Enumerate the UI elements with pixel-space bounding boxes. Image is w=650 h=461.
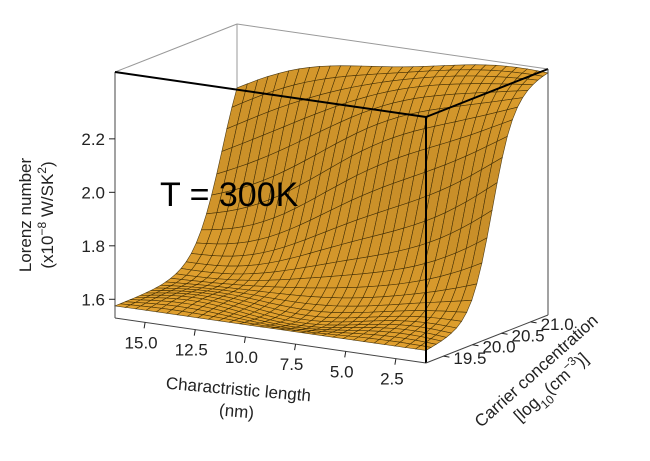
z-tick-label: 2.2 — [81, 130, 105, 149]
front-edge — [114, 317, 427, 364]
back-edge — [236, 23, 549, 70]
x-tick-label: 10.0 — [225, 348, 258, 367]
y-tick-label: 20.5 — [512, 326, 545, 345]
x-tick-mark — [143, 322, 146, 329]
y-tick-mark — [472, 344, 479, 347]
x-tick-mark — [243, 336, 246, 343]
x-tick-label: 5.0 — [330, 362, 354, 381]
front-box-edges — [114, 68, 549, 364]
x-tick-mark — [394, 358, 397, 365]
z-axis-label-line1: Lorenz number — [16, 157, 35, 272]
z-tick-label: 1.6 — [81, 290, 105, 309]
x-tick-label: 7.5 — [280, 355, 304, 374]
x-tick-label: 12.5 — [175, 341, 208, 360]
y-tick-mark — [443, 355, 450, 358]
y-tick-label: 19.5 — [453, 349, 486, 368]
y-tick-label: 21.0 — [541, 315, 574, 334]
x-axis-label-line1: Charactristic length — [165, 374, 312, 406]
x-tick-label: 15.0 — [125, 333, 158, 352]
front-edge — [425, 314, 549, 364]
x-tick-label: 2.5 — [380, 370, 404, 389]
front-edge — [425, 68, 549, 118]
z-tick-label: 2.0 — [81, 183, 105, 202]
temperature-annotation: T = 300K — [160, 176, 299, 214]
x-tick-mark — [344, 351, 347, 358]
y-tick-mark — [530, 321, 537, 324]
surface-patch — [414, 345, 432, 351]
y-tick-mark — [501, 332, 508, 335]
x-tick-mark — [294, 344, 297, 351]
x-axis-label-line2: (nm) — [218, 400, 254, 422]
x-tick-mark — [193, 329, 196, 336]
surface-mesh — [113, 64, 549, 351]
front-edge — [114, 71, 427, 118]
tick-labels: 1.61.82.02.215.0 12.5 10.0 7.5 5.0 2.519.520.… — [81, 130, 573, 389]
back-edge — [114, 23, 238, 73]
y-tick-label: 20.0 — [482, 338, 515, 357]
z-axis-label-line2: (x10−8 W/SK2) — [35, 161, 57, 268]
z-axis-label: Lorenz number (x10−8 W/SK2) — [16, 157, 57, 272]
z-tick-label: 1.8 — [81, 237, 105, 256]
x-axis-label: Charactristic length (nm) — [165, 374, 312, 423]
